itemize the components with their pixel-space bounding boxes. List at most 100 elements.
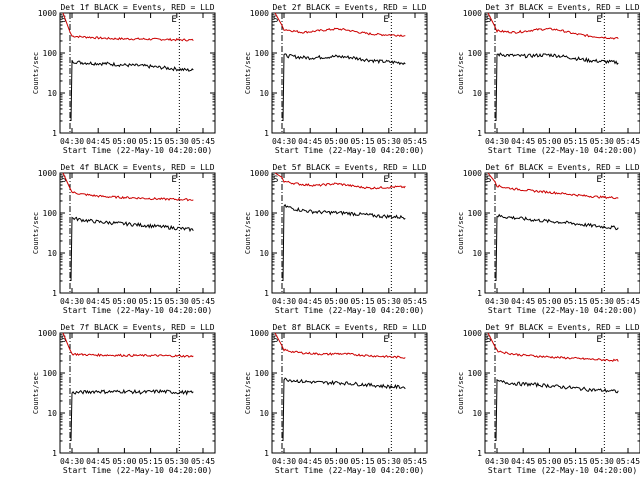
x-tick-label: 05:30 [377,457,401,466]
y-axis-label: Counts/sec [244,372,252,414]
chart-title: Det 4f BLACK = Events, RED = LLD [60,163,214,172]
x-tick-label: 04:30 [485,457,509,466]
plot-frame [59,12,216,134]
x-tick-label: 05:15 [351,137,375,146]
plot-frame [271,332,428,454]
x-tick-label: 05:30 [590,457,614,466]
chart-title: Det 7f BLACK = Events, RED = LLD [60,323,214,332]
series-events-line [495,52,619,122]
x-tick-label: 05:00 [324,457,348,466]
y-tick-label: 10 [472,249,482,258]
x-tick-label: 04:30 [60,137,84,146]
y-tick-label: 1 [477,289,482,298]
x-tick-label: 04:45 [86,457,110,466]
x-tick-label: 05:45 [403,297,427,306]
y-tick-label: 1 [264,129,269,138]
y-tick-label: 1000 [250,329,269,338]
chart-panel-4: Det 4f BLACK = Events, RED = LLD 1 10 100 10… [32,163,216,315]
x-tick-label: 05:15 [564,297,588,306]
x-axis-label: Start Time (22-May-10 04:20:00) [63,306,212,315]
start-marker-label: S [273,335,278,345]
x-tick-label: 04:45 [511,457,535,466]
y-axis-label: Counts/sec [32,372,40,414]
x-tick-label: 05:30 [590,297,614,306]
series-events-line [282,53,406,122]
x-tick-label: 05:15 [139,457,163,466]
x-axis-label: Start Time (22-May-10 04:20:00) [63,466,212,475]
series-lld-line [487,332,619,363]
x-axis-label: Start Time (22-May-10 04:20:00) [488,466,637,475]
plot-frame [59,172,216,294]
y-tick-label: 10 [47,249,57,258]
y-tick-label: 1 [52,449,57,458]
series-lld-line [274,172,406,190]
y-tick-label: 1 [477,129,482,138]
x-tick-label: 05:45 [616,457,640,466]
y-tick-label: 100 [468,209,483,218]
end-marker-label: E [596,175,601,185]
y-axis-label: Counts/sec [457,212,465,254]
y-axis-label: Counts/sec [32,212,40,254]
x-tick-label: 04:30 [485,137,509,146]
y-tick-label: 100 [43,209,58,218]
x-tick-label: 04:30 [60,457,84,466]
y-tick-label: 100 [255,369,270,378]
end-marker-label: E [171,335,176,345]
chart-panel-6: Det 6f BLACK = Events, RED = LLD 1 10 100 10… [457,163,640,315]
y-axis-label: Counts/sec [457,372,465,414]
y-tick-label: 1000 [250,169,269,178]
y-tick-label: 1000 [463,169,482,178]
chart-panel-1: Det 1f BLACK = Events, RED = LLD 1 10 100 10… [32,3,216,155]
series-events-line [70,216,194,282]
y-tick-label: 1000 [463,9,482,18]
x-tick-label: 05:15 [564,457,588,466]
x-tick-label: 05:00 [537,137,561,146]
end-marker-label: E [383,15,388,25]
x-tick-label: 04:45 [298,137,322,146]
start-marker-label: S [486,15,491,25]
plot-frame [484,332,640,454]
y-tick-label: 10 [47,409,57,418]
y-tick-label: 1000 [38,169,57,178]
y-tick-label: 1 [477,449,482,458]
x-tick-label: 05:00 [112,297,136,306]
y-tick-label: 100 [43,369,58,378]
chart-panel-5: Det 5f BLACK = Events, RED = LLD 1 10 100 10… [244,163,428,315]
x-tick-label: 05:45 [403,137,427,146]
plot-frame [271,172,428,294]
chart-panel-3: Det 3f BLACK = Events, RED = LLD 1 10 100 10… [457,3,640,155]
x-tick-label: 05:45 [191,297,215,306]
y-tick-label: 1000 [463,329,482,338]
series-events-line [282,203,406,282]
x-tick-label: 05:30 [377,297,401,306]
x-tick-label: 04:45 [511,137,535,146]
y-tick-label: 1 [52,129,57,138]
chart-panel-7: Det 7f BLACK = Events, RED = LLD 1 10 100 10… [32,323,216,475]
series-lld-line [62,12,194,42]
x-tick-label: 04:30 [485,297,509,306]
y-tick-label: 10 [259,409,269,418]
y-tick-label: 100 [468,369,483,378]
start-marker-label: S [486,335,491,345]
x-axis-label: Start Time (22-May-10 04:20:00) [275,146,424,155]
x-tick-label: 05:15 [351,457,375,466]
series-lld-line [487,172,619,200]
y-tick-label: 10 [47,89,57,98]
end-marker-label: E [383,335,388,345]
end-marker-label: E [596,335,601,345]
series-events-line [495,378,619,442]
plot-frame [484,12,640,134]
plot-frame [271,12,428,134]
start-marker-label: S [273,15,278,25]
x-axis-label: Start Time (22-May-10 04:20:00) [275,466,424,475]
x-axis-label: Start Time (22-May-10 04:20:00) [488,306,637,315]
start-marker-label: S [61,15,66,25]
x-tick-label: 04:45 [511,297,535,306]
series-lld-line [62,172,194,202]
x-tick-label: 05:15 [139,297,163,306]
x-tick-label: 04:30 [60,297,84,306]
y-tick-label: 100 [255,49,270,58]
x-tick-label: 05:00 [112,457,136,466]
x-tick-label: 05:30 [590,137,614,146]
